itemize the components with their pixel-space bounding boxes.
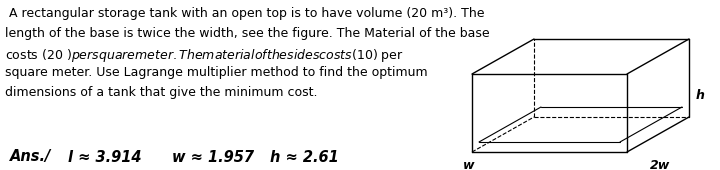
Text: dimensions of a tank that give the minimum cost.: dimensions of a tank that give the minim…: [5, 86, 318, 99]
Text: A rectangular storage tank with an open top is to have volume (20 m³). The: A rectangular storage tank with an open …: [5, 7, 485, 20]
Text: h: h: [696, 89, 705, 102]
Text: l ≈ 3.914: l ≈ 3.914: [68, 149, 142, 165]
Text: square meter. Use Lagrange multiplier method to find the optimum: square meter. Use Lagrange multiplier me…: [5, 66, 428, 79]
Text: costs (20 $) per square meter. The material of the sides costs (10 $) per: costs (20 $) per square meter. The mater…: [5, 47, 404, 64]
Text: 2w: 2w: [649, 159, 670, 170]
Text: length of the base is twice the width, see the figure. The Material of the base: length of the base is twice the width, s…: [5, 27, 490, 40]
Text: w: w: [463, 159, 474, 170]
Text: Ans./: Ans./: [10, 149, 51, 165]
Text: w ≈ 1.957: w ≈ 1.957: [172, 149, 254, 165]
Text: h ≈ 2.61: h ≈ 2.61: [270, 149, 338, 165]
